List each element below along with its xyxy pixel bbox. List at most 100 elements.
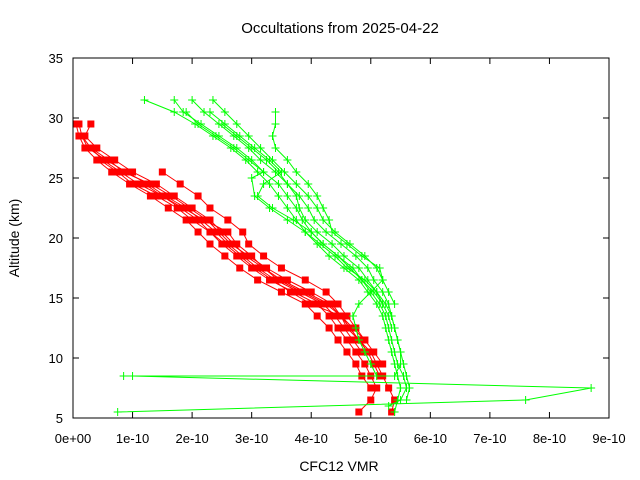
data-point: [217, 120, 226, 128]
data-point: [271, 120, 280, 128]
x-tick-label: 9e-10: [592, 431, 625, 446]
data-point: [325, 216, 334, 224]
data-point: [152, 180, 160, 188]
data-point: [292, 192, 301, 200]
data-point: [158, 168, 166, 176]
data-point: [387, 324, 396, 332]
data-point: [384, 288, 393, 296]
data-point: [310, 216, 319, 224]
data-point: [301, 300, 309, 308]
data-point: [313, 192, 322, 200]
data-point: [331, 312, 339, 320]
profile-line: [78, 123, 378, 413]
data-point: [304, 204, 313, 212]
data-point: [355, 408, 363, 416]
data-point: [114, 168, 122, 176]
data-point: [233, 240, 241, 248]
data-point: [244, 156, 253, 164]
data-point: [232, 132, 241, 140]
data-point: [346, 324, 354, 332]
data-point: [363, 276, 372, 284]
data-point: [215, 228, 223, 236]
data-point: [96, 156, 104, 164]
data-point: [325, 324, 333, 332]
data-point: [295, 204, 304, 212]
data-point: [119, 372, 128, 380]
data-point: [254, 276, 262, 284]
data-point: [262, 156, 271, 164]
data-point: [188, 216, 196, 224]
data-point: [328, 300, 336, 308]
data-point: [269, 276, 277, 284]
data-point: [251, 264, 259, 272]
data-point: [521, 396, 530, 404]
data-point: [72, 120, 80, 128]
data-point: [247, 144, 256, 152]
data-point: [283, 180, 292, 188]
data-point: [277, 288, 285, 296]
data-point: [390, 372, 399, 380]
data-point: [229, 144, 238, 152]
profile-line: [221, 123, 384, 305]
data-point: [587, 384, 596, 392]
data-point: [179, 204, 187, 212]
profile-line: [212, 99, 396, 305]
data-point: [274, 168, 283, 176]
data-point: [206, 240, 214, 248]
data-point: [372, 288, 381, 296]
data-point: [366, 360, 375, 368]
y-tick-label: 30: [49, 111, 63, 126]
data-point: [108, 168, 116, 176]
data-point: [158, 192, 166, 200]
data-point: [301, 216, 310, 224]
data-point: [185, 204, 193, 212]
data-point: [322, 288, 330, 296]
data-point: [298, 288, 306, 296]
data-point: [135, 180, 143, 188]
data-point: [93, 144, 101, 152]
y-axis-label: Altitude (km): [6, 199, 22, 278]
data-point: [352, 348, 360, 356]
data-point: [283, 156, 292, 164]
data-point: [352, 360, 360, 368]
data-point: [128, 372, 137, 380]
data-point: [301, 276, 309, 284]
data-point: [313, 228, 322, 236]
y-tick-label: 20: [49, 231, 63, 246]
data-point: [146, 192, 154, 200]
x-tick-label: 7e-10: [473, 431, 506, 446]
data-point: [170, 108, 179, 116]
y-tick-label: 5: [56, 411, 63, 426]
data-point: [176, 180, 184, 188]
x-tick-label: 2e-10: [175, 431, 208, 446]
y-tick-label: 35: [49, 51, 63, 66]
data-point: [334, 324, 342, 332]
data-point: [334, 300, 342, 308]
data-point: [373, 384, 381, 392]
series-1: [113, 96, 596, 416]
data-point: [120, 168, 128, 176]
data-point: [277, 264, 285, 272]
y-tick-label: 15: [49, 291, 63, 306]
data-point: [390, 408, 399, 416]
data-point: [367, 384, 375, 392]
data-point: [78, 132, 86, 140]
x-axis-label: CFC12 VMR: [299, 458, 378, 474]
data-point: [367, 396, 375, 404]
data-point: [396, 360, 405, 368]
data-point: [170, 96, 179, 104]
data-point: [259, 180, 268, 188]
axis-ticks: 0e+00 1e-10 2e-10 3e-10 4e-10 5e-10 6e-10 7e-10…: [49, 51, 626, 446]
data-point: [289, 216, 298, 224]
data-point: [113, 408, 122, 416]
data-point: [313, 312, 321, 320]
data-point: [396, 348, 405, 356]
data-point: [232, 120, 241, 128]
data-point: [167, 192, 175, 200]
data-point: [370, 348, 378, 356]
x-tick-label: 4e-10: [295, 431, 328, 446]
data-point: [111, 156, 119, 164]
data-point: [385, 384, 393, 392]
data-point: [260, 264, 268, 272]
y-tick-label: 25: [49, 171, 63, 186]
